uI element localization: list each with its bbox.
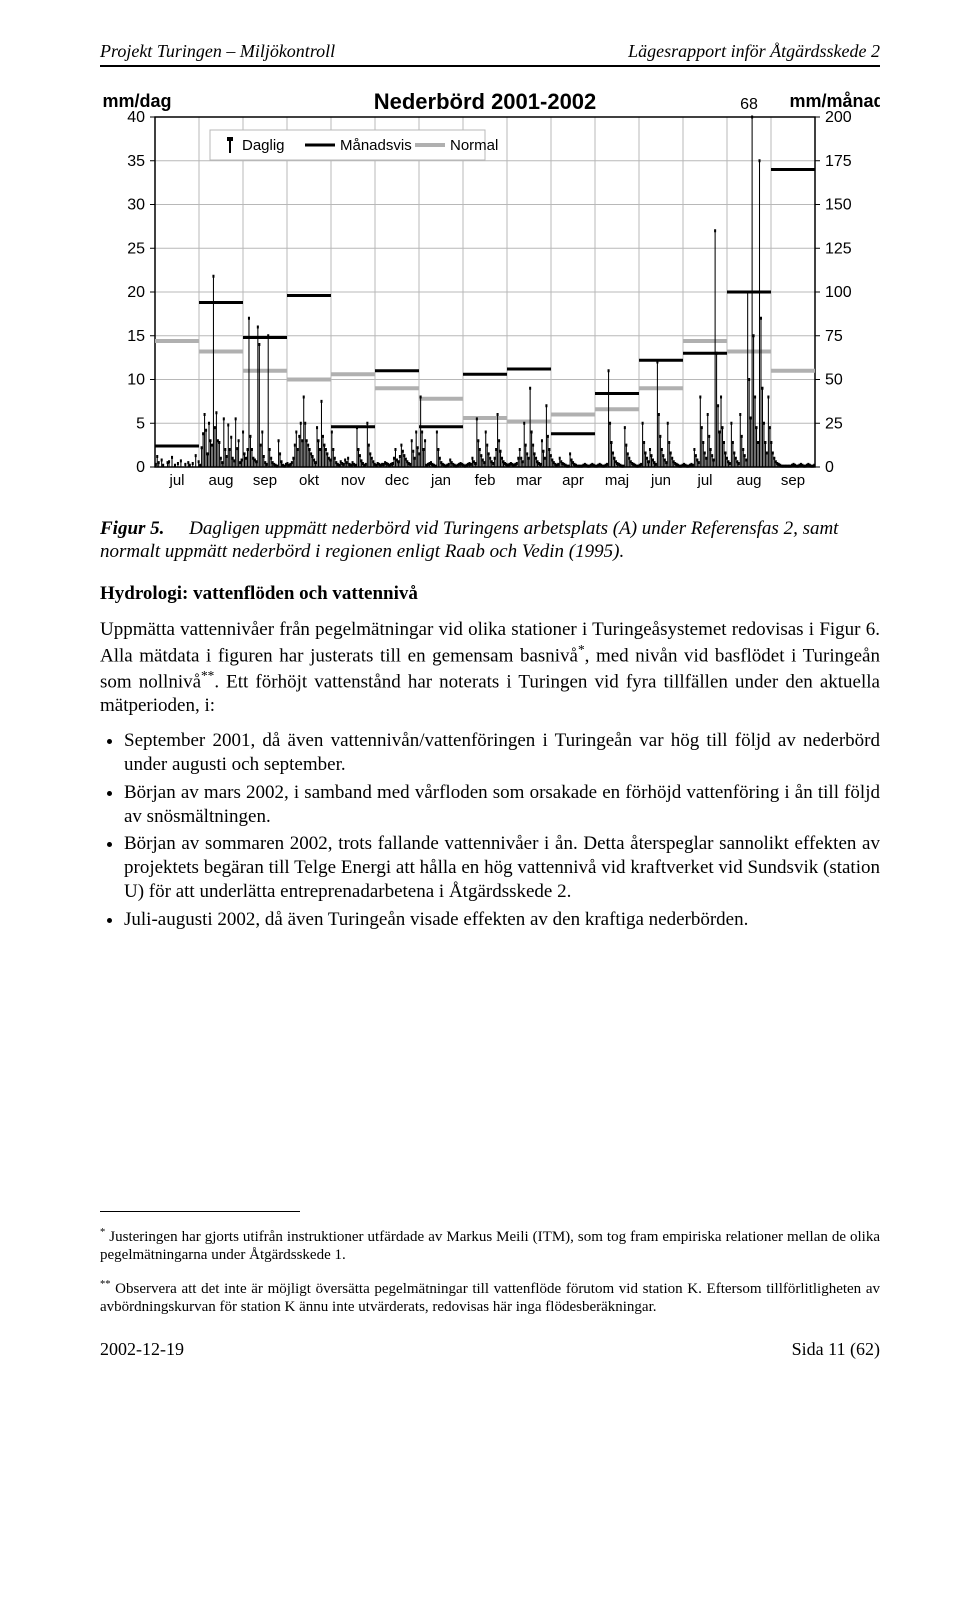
- footnote-2: ** Observera att det inte är möjligt öve…: [100, 1279, 880, 1316]
- svg-text:35: 35: [127, 152, 145, 169]
- precipitation-chart: 0 5 10 15 20 25 30 35 40 0 25 50 75 100 125 150 175 200 ju…: [100, 87, 880, 507]
- svg-text:100: 100: [825, 284, 852, 301]
- header-right: Lägesrapport inför Åtgärdsskede 2: [628, 40, 880, 63]
- svg-text:0: 0: [136, 459, 145, 476]
- svg-text:mm/dag: mm/dag: [102, 91, 171, 111]
- bullet-list: September 2001, då även vattennivån/vatt…: [100, 729, 880, 931]
- svg-text:feb: feb: [475, 472, 496, 489]
- svg-text:0: 0: [825, 459, 834, 476]
- list-item: Början av mars 2002, i samband med vårfl…: [124, 781, 880, 829]
- footnote-ref-2: **: [201, 668, 214, 683]
- svg-text:mm/månad: mm/månad: [789, 91, 880, 111]
- svg-text:125: 125: [825, 240, 852, 257]
- paragraph-1: Uppmätta vattennivåer från pegelmätninga…: [100, 618, 880, 718]
- header-left: Projekt Turingen – Miljökontroll: [100, 40, 335, 63]
- figure-caption-text: Dagligen uppmätt nederbörd vid Turingens…: [100, 518, 838, 563]
- svg-text:5: 5: [136, 415, 145, 432]
- svg-text:15: 15: [127, 327, 145, 344]
- svg-text:maj: maj: [605, 472, 629, 489]
- svg-text:jan: jan: [430, 472, 451, 489]
- svg-text:dec: dec: [385, 472, 410, 489]
- svg-text:jun: jun: [650, 472, 671, 489]
- footer-date: 2002-12-19: [100, 1338, 184, 1361]
- list-item: Början av sommaren 2002, trots fallande …: [124, 832, 880, 903]
- svg-text:jul: jul: [696, 472, 712, 489]
- svg-text:200: 200: [825, 109, 852, 126]
- list-item: Juli-augusti 2002, då även Turingeån vis…: [124, 908, 880, 932]
- svg-text:jul: jul: [168, 472, 184, 489]
- svg-text:175: 175: [825, 152, 852, 169]
- svg-text:aug: aug: [736, 472, 761, 489]
- footer-page: Sida 11 (62): [792, 1338, 880, 1361]
- svg-text:25: 25: [825, 415, 843, 432]
- svg-text:Nederbörd 2001-2002: Nederbörd 2001-2002: [374, 89, 597, 114]
- svg-text:68: 68: [740, 96, 758, 113]
- svg-text:Daglig: Daglig: [242, 137, 285, 154]
- figure-number: Figur 5.: [100, 518, 164, 539]
- svg-text:40: 40: [127, 109, 145, 126]
- running-head: Projekt Turingen – Miljökontroll Lägesra…: [100, 40, 880, 67]
- svg-text:50: 50: [825, 371, 843, 388]
- figure-caption: Figur 5. Dagligen uppmätt nederbörd vid …: [100, 517, 880, 565]
- svg-text:sep: sep: [253, 472, 277, 489]
- svg-text:aug: aug: [208, 472, 233, 489]
- svg-text:okt: okt: [299, 472, 320, 489]
- svg-text:sep: sep: [781, 472, 805, 489]
- footnote-ref-1: *: [578, 642, 585, 657]
- svg-text:10: 10: [127, 371, 145, 388]
- footnote-separator: [100, 1211, 300, 1212]
- footnote-1: * Justeringen har gjorts utifrån instruk…: [100, 1227, 880, 1264]
- list-item: September 2001, då även vattennivån/vatt…: [124, 729, 880, 777]
- svg-text:20: 20: [127, 284, 145, 301]
- svg-text:nov: nov: [341, 472, 366, 489]
- svg-text:Normal: Normal: [450, 137, 498, 154]
- svg-text:mar: mar: [516, 472, 542, 489]
- section-heading: Hydrologi: vattenflöden och vattennivå: [100, 582, 880, 606]
- svg-text:25: 25: [127, 240, 145, 257]
- svg-text:Månadsvis: Månadsvis: [340, 137, 412, 154]
- page-footer: 2002-12-19 Sida 11 (62): [100, 1338, 880, 1361]
- svg-text:150: 150: [825, 196, 852, 213]
- svg-text:30: 30: [127, 196, 145, 213]
- svg-text:apr: apr: [562, 472, 584, 489]
- svg-text:75: 75: [825, 327, 843, 344]
